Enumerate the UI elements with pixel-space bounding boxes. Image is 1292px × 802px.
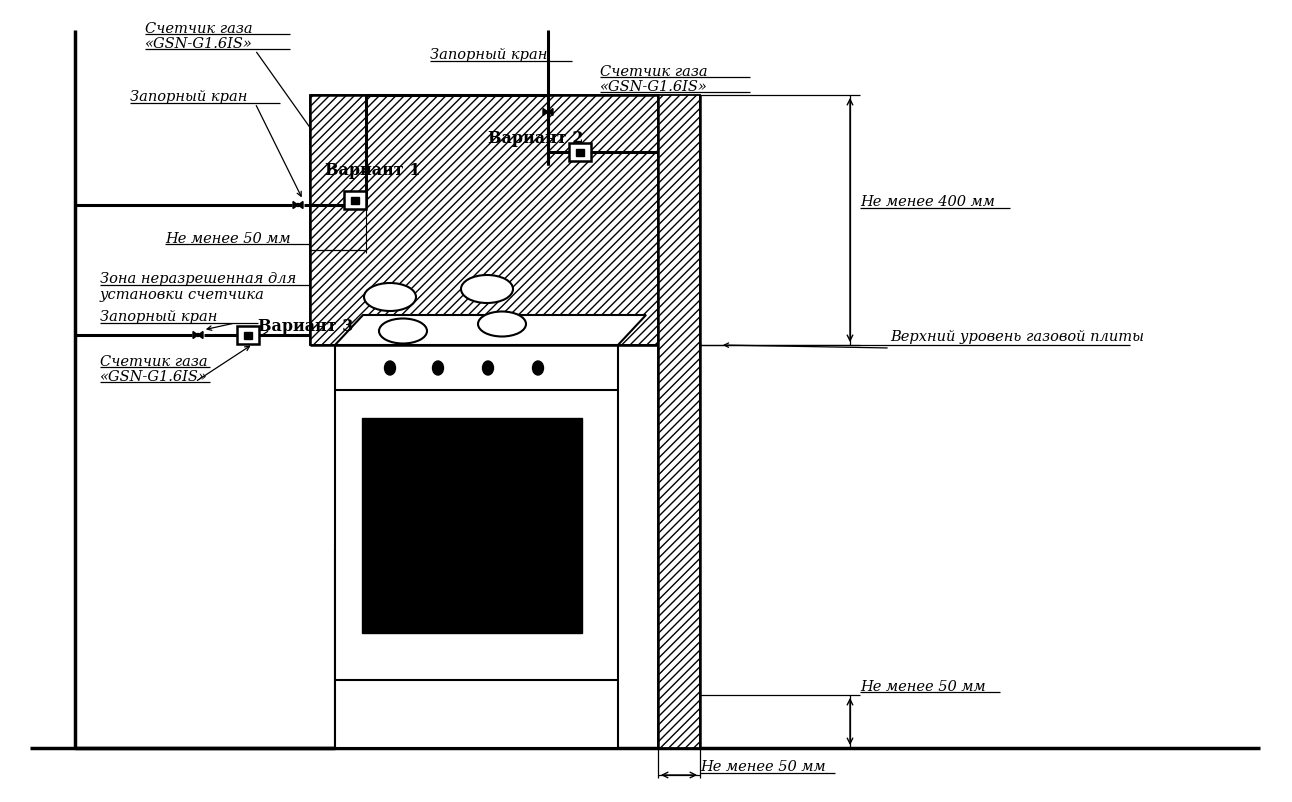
Ellipse shape (482, 361, 494, 375)
Text: «GSN-G1.6IS»: «GSN-G1.6IS» (599, 80, 708, 94)
Polygon shape (198, 331, 203, 338)
Bar (658, 95, 700, 748)
Ellipse shape (478, 311, 526, 337)
Text: «GSN-G1.6IS»: «GSN-G1.6IS» (99, 370, 208, 384)
Text: Не менее 50 мм: Не менее 50 мм (860, 680, 986, 694)
Text: Вариант 3: Вариант 3 (258, 318, 353, 335)
Ellipse shape (461, 275, 513, 303)
Text: Счетчик газа: Счетчик газа (99, 355, 208, 369)
Ellipse shape (433, 361, 443, 375)
Text: Счетчик газа: Счетчик газа (599, 65, 708, 79)
Bar (344, 191, 366, 209)
Text: Запорный кран: Запорный кран (99, 310, 217, 324)
Bar (244, 332, 252, 339)
Polygon shape (293, 201, 298, 209)
Ellipse shape (385, 361, 395, 375)
Circle shape (196, 334, 199, 337)
Bar (335, 345, 618, 748)
Circle shape (296, 204, 300, 206)
Polygon shape (548, 108, 553, 115)
Polygon shape (193, 331, 198, 338)
Polygon shape (298, 201, 304, 209)
Bar (568, 143, 590, 161)
Text: Верхний уровень газовой плиты: Верхний уровень газовой плиты (890, 330, 1143, 344)
Polygon shape (335, 315, 646, 345)
Circle shape (547, 111, 549, 114)
Bar (362, 418, 581, 633)
Ellipse shape (379, 318, 426, 343)
Text: Счетчик газа: Счетчик газа (145, 22, 253, 36)
Ellipse shape (364, 283, 416, 311)
Text: Не менее 400 мм: Не менее 400 мм (860, 195, 995, 209)
Bar (576, 149, 584, 156)
Text: установки счетчика: установки счетчика (99, 288, 265, 302)
Polygon shape (543, 108, 548, 115)
Text: Не менее 50 мм: Не менее 50 мм (700, 760, 826, 774)
Bar (351, 197, 359, 204)
Text: Зона неразрешенная для: Зона неразрешенная для (99, 272, 296, 286)
Bar (236, 326, 258, 344)
Ellipse shape (532, 361, 544, 375)
Bar (310, 95, 658, 345)
Text: Не менее 50 мм: Не менее 50 мм (165, 232, 291, 246)
Text: «GSN-G1.6IS»: «GSN-G1.6IS» (145, 37, 253, 51)
Text: Вариант 1: Вариант 1 (326, 162, 420, 179)
Text: Запорный кран: Запорный кран (130, 90, 247, 104)
Text: Запорный кран: Запорный кран (430, 48, 548, 62)
Text: Вариант 2: Вариант 2 (488, 130, 584, 147)
